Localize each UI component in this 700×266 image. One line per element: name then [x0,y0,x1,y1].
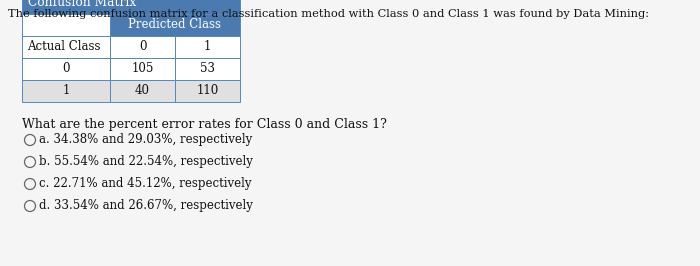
Text: Confusion Matrix: Confusion Matrix [28,0,136,10]
Bar [22,14,110,36]
Text: Actual Class: Actual Class [27,40,101,53]
Text: 1: 1 [62,85,70,98]
Text: 0: 0 [62,63,70,76]
Text: 40: 40 [135,85,150,98]
Bar [22,36,110,58]
Bar [110,14,240,36]
Bar [22,80,110,102]
Text: 110: 110 [197,85,218,98]
Text: Predicted Class: Predicted Class [129,19,221,31]
Text: c. 22.71% and 45.12%, respectively: c. 22.71% and 45.12%, respectively [39,177,251,190]
Text: The following confusion matrix for a classification method with Class 0 and Clas: The following confusion matrix for a cla… [8,9,649,19]
Text: 0: 0 [139,40,146,53]
Bar [22,58,110,80]
Bar [110,36,175,58]
Text: b. 55.54% and 22.54%, respectively: b. 55.54% and 22.54%, respectively [39,156,253,168]
Text: d. 33.54% and 26.67%, respectively: d. 33.54% and 26.67%, respectively [39,200,253,213]
Bar [175,80,240,102]
Bar [22,0,240,14]
Text: 53: 53 [200,63,215,76]
Text: 105: 105 [132,63,154,76]
Bar [110,80,175,102]
Text: 1: 1 [204,40,211,53]
Text: a. 34.38% and 29.03%, respectively: a. 34.38% and 29.03%, respectively [39,134,252,147]
Text: What are the percent error rates for Class 0 and Class 1?: What are the percent error rates for Cla… [22,118,387,131]
Bar [110,58,175,80]
Bar [175,58,240,80]
Bar [175,36,240,58]
